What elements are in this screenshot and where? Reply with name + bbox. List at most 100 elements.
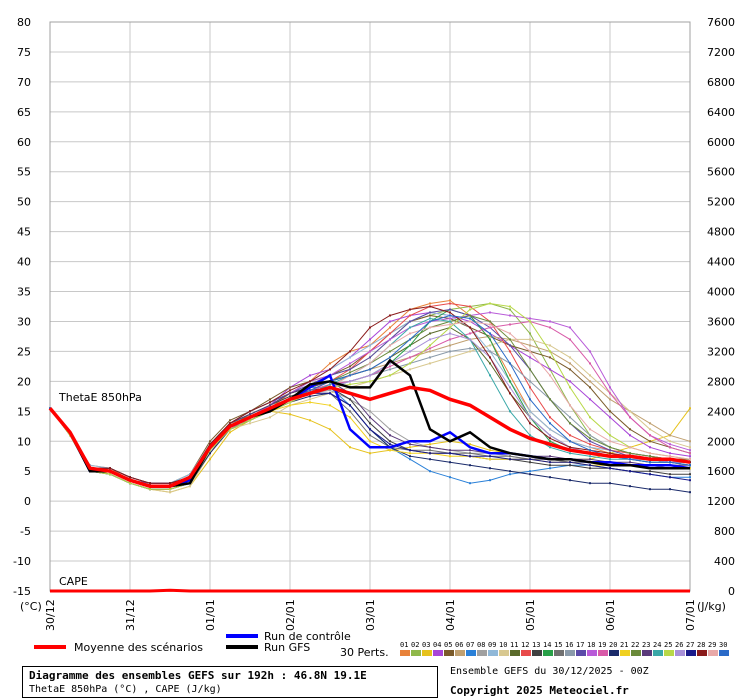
pert-point <box>449 302 451 305</box>
pert-point <box>509 455 511 458</box>
pert-point <box>349 350 351 353</box>
pert-point <box>569 338 571 341</box>
pert-point <box>569 422 571 425</box>
pert-point <box>669 476 671 479</box>
pert-point <box>249 410 251 413</box>
pert-point <box>669 452 671 455</box>
pert-point <box>189 485 191 488</box>
pert-point <box>209 458 211 461</box>
pert-point <box>489 449 491 452</box>
pert-point <box>529 350 531 353</box>
pert-point <box>389 350 391 353</box>
pert-point <box>329 362 331 365</box>
pert-point <box>549 398 551 401</box>
pert-legend-swatch <box>587 650 597 656</box>
pert-point <box>649 440 651 443</box>
pert-point <box>449 449 451 452</box>
pert-point <box>349 446 351 449</box>
pert-point <box>349 404 351 407</box>
pert-point <box>389 344 391 347</box>
pert-point <box>469 482 471 485</box>
pert-point <box>649 452 651 455</box>
pert-point <box>449 311 451 314</box>
right-tick-label: 2000 <box>707 435 735 448</box>
pert-point <box>629 428 631 431</box>
pert-point <box>529 332 531 335</box>
pert-point <box>309 401 311 404</box>
pert-point <box>609 467 611 470</box>
pert-point <box>469 332 471 335</box>
pert-point <box>289 395 291 398</box>
pert-point <box>649 422 651 425</box>
pert-point <box>609 410 611 413</box>
pert-legend-swatch <box>620 650 630 656</box>
pert-point <box>609 416 611 419</box>
pert-point <box>489 320 491 323</box>
right-tick-label: 2400 <box>707 405 735 418</box>
pert-point <box>489 335 491 338</box>
pert-point <box>429 449 431 452</box>
pert-point <box>369 350 371 353</box>
pert-point <box>689 440 691 443</box>
pert-point <box>549 356 551 359</box>
pert-point <box>569 461 571 464</box>
pert-point <box>669 455 671 458</box>
pert-point <box>389 449 391 452</box>
pert-point <box>389 428 391 431</box>
pert-point <box>609 452 611 455</box>
pert-legend-swatch <box>686 650 696 656</box>
pert-point <box>609 446 611 449</box>
pert-point <box>469 350 471 353</box>
pert-legend-swatch <box>543 650 553 656</box>
pert-point <box>649 434 651 437</box>
left-tick-label: 55 <box>17 166 31 179</box>
left-tick-label: 70 <box>17 76 31 89</box>
right-tick-label: 6800 <box>707 76 735 89</box>
pert-legend-number: 08 <box>477 641 485 649</box>
pert-point <box>529 461 531 464</box>
pert-point <box>369 326 371 329</box>
pert-point <box>369 368 371 371</box>
copyright-label: Copyright 2025 Meteociel.fr <box>450 684 629 697</box>
pert-point <box>509 410 511 413</box>
pert-point <box>409 362 411 365</box>
pert-point <box>629 416 631 419</box>
pert-point <box>589 398 591 401</box>
pert-point <box>349 356 351 359</box>
pert-point <box>629 452 631 455</box>
pert-point <box>489 467 491 470</box>
pert-point <box>429 347 431 350</box>
pert-point <box>569 368 571 371</box>
pert-point <box>449 461 451 464</box>
pert-point <box>569 386 571 389</box>
pert-point <box>389 443 391 446</box>
pert-point <box>629 446 631 449</box>
x-tick-label: 01/01 <box>204 599 217 631</box>
pert-point <box>629 485 631 488</box>
pert-point <box>589 386 591 389</box>
pert-point <box>689 491 691 494</box>
info-box: Diagramme des ensembles GEFS sur 192h : … <box>22 666 438 698</box>
pert-legend-swatch <box>565 650 575 656</box>
pert-point <box>389 332 391 335</box>
pert-point <box>549 464 551 467</box>
pert-point <box>289 413 291 416</box>
pert-point <box>429 443 431 446</box>
left-tick-label: 40 <box>17 256 31 269</box>
pert-point <box>289 404 291 407</box>
pert-point <box>449 344 451 347</box>
pert-point <box>489 350 491 353</box>
pert-point <box>369 440 371 443</box>
pert-point <box>469 305 471 308</box>
pert-point <box>349 410 351 413</box>
pert-legend-swatch <box>609 650 619 656</box>
pert-point <box>509 338 511 341</box>
chart-grid <box>49 21 691 592</box>
pert-point <box>469 455 471 458</box>
pert-point <box>529 416 531 419</box>
pert-legend-number: 10 <box>499 641 507 649</box>
pert-point <box>389 368 391 371</box>
pert-legend-swatch <box>598 650 608 656</box>
pert-legend-number: 09 <box>488 641 496 649</box>
pert-legend-swatch <box>719 650 729 656</box>
